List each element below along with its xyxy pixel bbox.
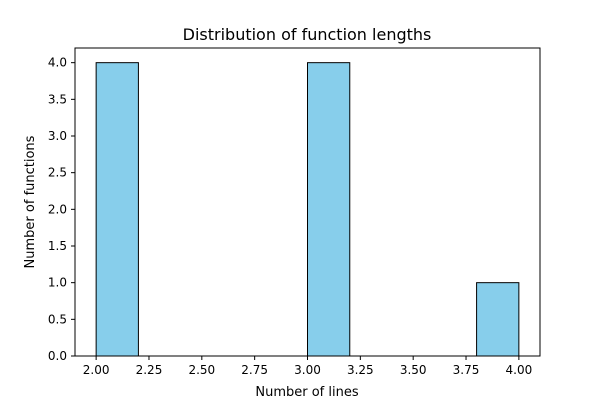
x-axis-label: Number of lines [255, 385, 358, 400]
x-tick-label: 4.00 [506, 363, 533, 377]
y-tick-label: 1.0 [48, 276, 67, 290]
histogram-bar [307, 62, 351, 357]
y-tick-label: 3.5 [48, 92, 67, 106]
x-tick-label: 2.00 [83, 363, 110, 377]
y-tick-label: 3.0 [48, 129, 67, 143]
x-tick-label: 2.75 [241, 363, 268, 377]
histogram-bar [95, 62, 139, 357]
x-tick-label: 3.00 [294, 363, 321, 377]
x-tick-label: 3.75 [453, 363, 480, 377]
y-axis-label: Number of functions [23, 135, 38, 268]
y-tick-label: 0.5 [48, 312, 67, 326]
x-tick-label: 2.50 [188, 363, 215, 377]
y-tick-label: 4.0 [48, 56, 67, 70]
x-tick-label: 3.50 [400, 363, 427, 377]
y-tick-label: 2.5 [48, 166, 67, 180]
x-tick-label: 2.25 [136, 363, 163, 377]
plot-area: 2.00 2.25 2.50 2.75 3.00 3.25 3.50 3.75 4.00 0.0 0… [48, 47, 541, 377]
y-tick-label: 0.0 [48, 349, 67, 363]
histogram-bar [476, 282, 520, 357]
y-tick-label: 1.5 [48, 239, 67, 253]
chart-title: Distribution of function lengths [183, 25, 432, 44]
y-tick-label: 2.0 [48, 202, 67, 216]
x-tick-label: 3.25 [347, 363, 374, 377]
